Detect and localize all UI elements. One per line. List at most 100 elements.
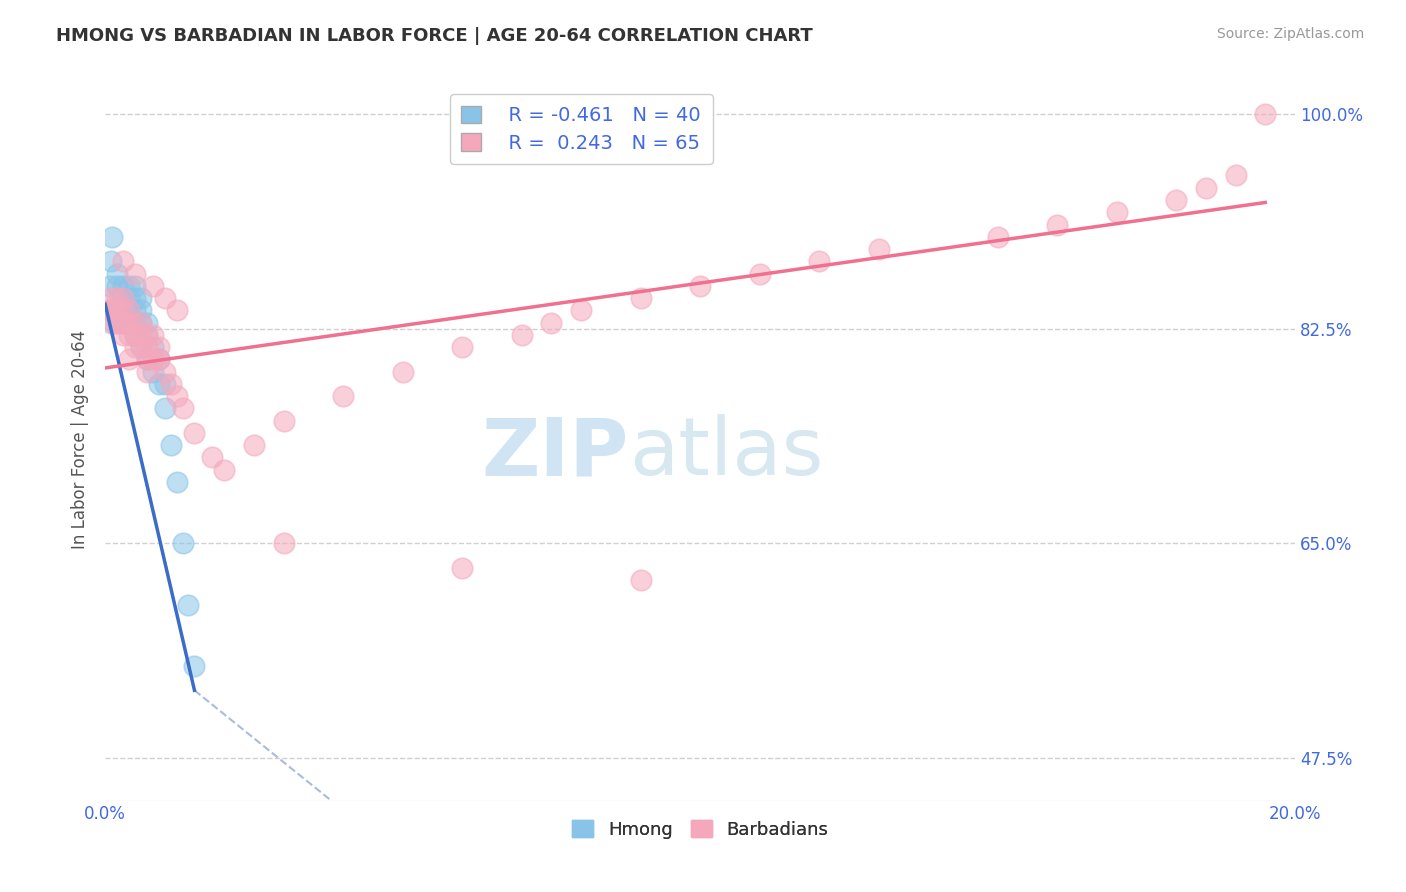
Point [148,352,170,367]
Point [243,438,266,452]
Point [748,267,770,281]
Point [1225,169,1247,183]
Point [112,278,135,293]
Point [112,291,135,305]
Point [103,303,125,318]
Point [540,316,562,330]
Point [129,340,152,354]
Point [118,352,141,367]
Text: HMONG VS BARBADIAN IN LABOR FORCE | AGE 20-64 CORRELATION CHART: HMONG VS BARBADIAN IN LABOR FORCE | AGE … [56,27,813,45]
Point [177,598,200,612]
Point [103,316,125,330]
Point [118,316,141,330]
Point [118,316,141,330]
Point [118,291,141,305]
Point [135,340,157,354]
Point [108,291,131,305]
Point [148,376,170,391]
Point [124,278,146,293]
Point [868,242,890,256]
Point [451,560,474,574]
Point [183,425,205,440]
Point [129,291,152,305]
Y-axis label: In Labor Force | Age 20-64: In Labor Force | Age 20-64 [72,329,89,549]
Point [129,316,152,330]
Point [112,303,135,318]
Point [105,316,128,330]
Point [124,316,146,330]
Point [142,340,165,354]
Point [112,303,135,318]
Point [105,267,128,281]
Point [112,327,135,342]
Point [1195,180,1218,194]
Point [112,316,135,330]
Point [987,229,1010,244]
Point [183,658,205,673]
Point [129,340,152,354]
Point [101,229,124,244]
Point [159,376,181,391]
Point [100,254,122,268]
Point [630,573,652,587]
Point [142,327,165,342]
Point [100,316,122,330]
Point [124,291,146,305]
Point [105,278,128,293]
Point [153,376,176,391]
Point [129,303,152,318]
Point [630,291,652,305]
Point [273,414,295,428]
Point [115,303,138,318]
Legend: Hmong, Barbadians: Hmong, Barbadians [564,814,835,846]
Point [129,316,152,330]
Point [142,352,165,367]
Point [510,327,533,342]
Point [148,340,170,354]
Point [135,365,157,379]
Point [124,327,146,342]
Point [569,303,592,318]
Point [153,401,176,416]
Point [166,389,188,403]
Point [124,267,146,281]
Point [273,536,295,550]
Point [118,327,141,342]
Point [135,316,157,330]
Point [98,278,121,293]
Point [689,278,711,293]
Point [166,475,188,489]
Point [148,352,170,367]
Point [112,291,135,305]
Point [153,291,176,305]
Point [166,303,188,318]
Text: ZIP: ZIP [481,415,628,492]
Point [142,365,165,379]
Point [100,303,122,318]
Point [153,365,176,379]
Point [451,340,474,354]
Point [201,450,224,465]
Point [118,303,141,318]
Point [808,254,831,268]
Point [212,463,235,477]
Point [135,352,157,367]
Point [97,303,120,318]
Point [124,340,146,354]
Point [142,278,165,293]
Point [1164,193,1187,207]
Point [159,438,181,452]
Point [135,327,157,342]
Point [100,291,122,305]
Point [332,389,354,403]
Point [172,401,194,416]
Point [1046,218,1069,232]
Point [1254,107,1277,121]
Point [1105,205,1128,219]
Point [129,327,152,342]
Point [124,327,146,342]
Point [112,316,135,330]
Point [391,365,413,379]
Text: atlas: atlas [628,415,823,492]
Point [118,303,141,318]
